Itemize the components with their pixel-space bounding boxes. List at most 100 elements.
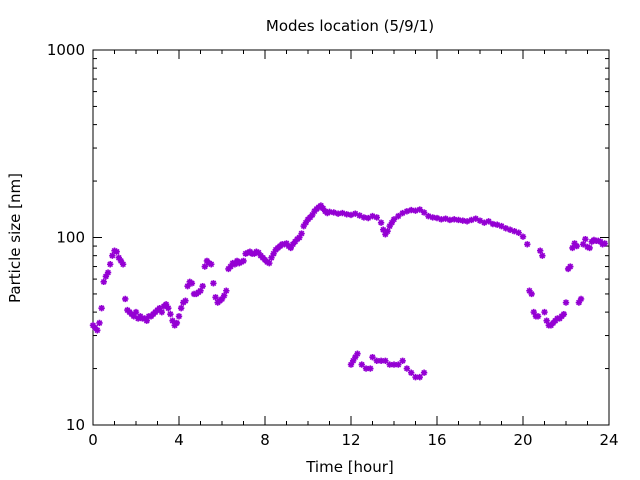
data-point xyxy=(165,304,172,312)
data-point xyxy=(96,319,103,327)
data-point xyxy=(309,211,316,219)
data-point xyxy=(515,229,522,236)
data-point xyxy=(158,308,165,316)
data-point xyxy=(360,214,368,221)
data-point xyxy=(94,327,101,334)
plot-area xyxy=(92,49,610,426)
data-point xyxy=(240,257,247,265)
data-point xyxy=(416,206,423,213)
data-point xyxy=(369,212,376,220)
data-point xyxy=(347,211,355,219)
data-point xyxy=(255,249,262,256)
data-point xyxy=(306,214,314,221)
data-point xyxy=(296,234,303,241)
x-axis-label: Time [hour] xyxy=(305,458,394,476)
data-point xyxy=(358,361,365,368)
data-point xyxy=(167,310,174,318)
data-point xyxy=(472,215,479,222)
data-point xyxy=(347,361,355,368)
data-point xyxy=(455,216,462,224)
data-point xyxy=(395,361,402,368)
data-points xyxy=(89,202,608,381)
y-axis-label: Particle size [nm] xyxy=(6,173,24,303)
data-point xyxy=(390,216,398,223)
data-point xyxy=(412,373,419,381)
x-tick-label: 8 xyxy=(260,431,270,449)
data-point xyxy=(377,219,385,226)
data-point xyxy=(208,261,215,268)
data-point xyxy=(390,361,398,368)
x-tick-label: 0 xyxy=(88,431,98,449)
data-point xyxy=(188,280,196,287)
data-point xyxy=(354,350,361,357)
data-point xyxy=(380,226,387,233)
data-point xyxy=(173,319,181,327)
y-tick-label: 1000 xyxy=(47,41,85,59)
data-point xyxy=(109,252,116,259)
data-point xyxy=(481,219,488,226)
data-point xyxy=(169,317,176,324)
data-point xyxy=(130,313,138,320)
data-point xyxy=(534,313,542,320)
axes: 0 4 8 12 16 20 24 10 100 1000 xyxy=(47,41,619,449)
data-point xyxy=(425,212,432,220)
data-point xyxy=(384,228,391,235)
data-point xyxy=(356,212,363,219)
data-point xyxy=(242,250,249,257)
data-point xyxy=(416,373,423,381)
data-point xyxy=(562,299,570,306)
data-point xyxy=(334,210,342,217)
data-point xyxy=(433,214,441,222)
data-point xyxy=(573,242,580,250)
data-point xyxy=(302,219,310,226)
x-tick-label: 24 xyxy=(599,431,618,449)
data-point xyxy=(597,238,604,245)
data-point xyxy=(231,261,239,268)
data-point xyxy=(115,254,122,261)
data-point xyxy=(113,248,120,255)
data-point xyxy=(175,313,183,320)
data-point xyxy=(382,357,389,364)
data-point xyxy=(210,280,217,287)
data-point xyxy=(489,220,497,228)
data-point xyxy=(132,308,140,316)
data-point xyxy=(403,365,411,372)
data-point xyxy=(403,208,411,215)
data-point xyxy=(367,365,374,372)
data-point xyxy=(420,209,428,216)
data-point xyxy=(100,278,107,286)
data-point xyxy=(412,207,419,214)
data-point xyxy=(298,230,305,237)
data-point xyxy=(104,269,112,276)
y-tick-label: 100 xyxy=(56,229,85,247)
data-point xyxy=(270,250,277,257)
data-point xyxy=(577,295,585,303)
data-point xyxy=(352,353,359,361)
data-point xyxy=(459,217,466,224)
data-point xyxy=(388,219,396,226)
data-point xyxy=(352,210,359,217)
data-point xyxy=(386,361,393,368)
data-point xyxy=(502,225,509,232)
data-point xyxy=(519,233,527,240)
data-point xyxy=(494,221,501,228)
data-point xyxy=(377,357,385,364)
data-point xyxy=(506,226,514,233)
data-point xyxy=(111,247,118,254)
data-point xyxy=(156,304,163,312)
data-point xyxy=(199,282,206,290)
data-point xyxy=(399,357,406,364)
x-tick-label: 4 xyxy=(174,431,184,449)
data-point xyxy=(590,236,598,244)
data-point xyxy=(595,237,602,245)
data-point xyxy=(102,273,110,280)
data-point xyxy=(107,261,114,268)
data-point xyxy=(442,215,449,222)
data-point xyxy=(528,290,535,298)
data-point xyxy=(362,365,370,372)
data-point xyxy=(266,259,273,267)
data-point xyxy=(526,287,533,294)
data-point xyxy=(560,310,568,318)
data-point xyxy=(485,218,492,225)
